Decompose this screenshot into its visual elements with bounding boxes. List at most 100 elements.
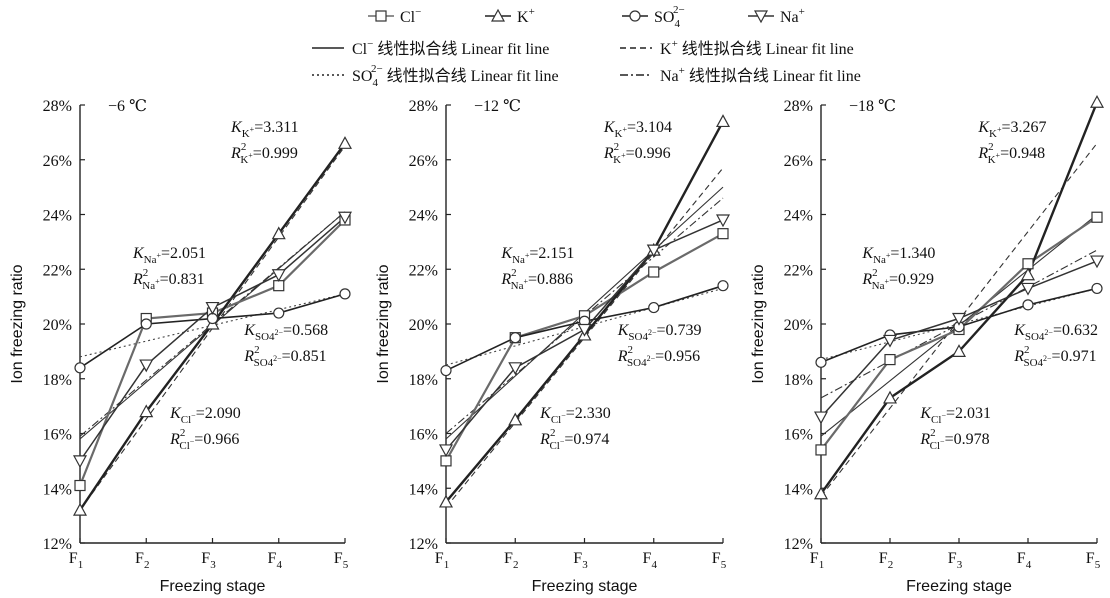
data-point-k: [813, 486, 829, 500]
legend-marker-k: K+: [485, 6, 535, 26]
y-tick-label: 16%: [409, 427, 438, 444]
annotation-k-cl: KCl−=2.330: [539, 405, 611, 426]
panel-2: 12% 14% 16% 18% 20% 22% 24% 26% 28% F1 F2 F3 F4 F5 Fre…: [375, 98, 731, 595]
x-tick-label: F5: [712, 550, 727, 571]
annotation-r2-k: R2 K+=0.996: [603, 141, 671, 166]
panel-label: −12 ℃: [474, 98, 521, 115]
y-tick-label: 16%: [43, 427, 72, 444]
legend-label-so4: SO42−: [654, 4, 685, 30]
data-point-cl: [1091, 211, 1103, 223]
x-tick-label: F4: [268, 550, 283, 571]
annotation-k-k: KK+=3.104: [603, 119, 672, 140]
legend-fit-so4: SO42− 线性拟合线 Linear fit line: [312, 63, 559, 89]
data-point-na: [205, 301, 220, 315]
panel-label: −6 ℃: [108, 98, 147, 115]
panel-label: −18 ℃: [849, 98, 896, 115]
legend-fit-label-cl: Cl− 线性拟合线 Linear fit line: [352, 38, 549, 58]
data-point-cl: [648, 266, 660, 278]
y-tick-label: 28%: [784, 98, 813, 115]
data-point-so4: [140, 318, 152, 330]
data-point-so4: [1091, 282, 1103, 295]
annotation-r2-cl: R2 Cl−=0.978: [919, 427, 989, 452]
y-axis-label: Ion freezing ratio: [750, 264, 767, 383]
y-tick-label: 12%: [43, 536, 72, 553]
data-point-so4: [509, 332, 521, 344]
data-point-cl: [74, 479, 86, 492]
panel-1: 12% 14% 16% 18% 20% 22% 24% 26% 28% F1 F2 F3 F4 F5 Fre…: [9, 98, 353, 595]
data-point-so4: [1022, 299, 1034, 311]
y-tick-label: 18%: [409, 372, 438, 389]
data-point-cl: [1022, 258, 1034, 270]
legend-fit-label-so4: SO42− 线性拟合线 Linear fit line: [352, 63, 559, 89]
legend-symbol-na: [753, 10, 769, 24]
y-tick-label: 18%: [784, 372, 813, 389]
x-tick-label: F2: [879, 550, 893, 571]
data-point-k: [951, 344, 967, 357]
data-point-na: [72, 455, 88, 469]
legend-label-na: Na+: [780, 6, 805, 26]
x-tick-label: F2: [135, 550, 149, 571]
data-point-cl: [884, 353, 896, 366]
y-tick-label: 20%: [409, 317, 438, 334]
y-tick-label: 14%: [43, 481, 72, 498]
y-tick-label: 18%: [43, 372, 72, 389]
y-axis-label: Ion freezing ratio: [375, 264, 392, 383]
annotation-k-so4: KSO42−=0.632: [1013, 322, 1098, 343]
legend-marker-cl: Cl−: [368, 6, 421, 26]
data-point-na: [646, 244, 661, 258]
x-tick-label: F3: [573, 550, 588, 571]
annotation-r2-cl: R2 Cl−=0.974: [539, 427, 609, 452]
y-tick-label: 14%: [409, 481, 438, 498]
legend-fit-k: K+ 线性拟合线 Linear fit line: [620, 38, 854, 58]
data-point-na: [337, 211, 353, 225]
data-point-cl: [717, 228, 729, 240]
annotation-k-na: KNa+=2.051: [132, 245, 206, 266]
data-point-so4: [815, 356, 827, 368]
data-point-na: [813, 411, 829, 425]
data-point-k: [1020, 267, 1036, 281]
data-point-na: [508, 362, 523, 376]
annotation-r2-na: R2 Na+=0.886: [500, 267, 573, 292]
annotation-r2-k: R2 K+=0.948: [977, 141, 1045, 166]
y-tick-label: 20%: [43, 317, 72, 334]
data-point-so4: [273, 307, 285, 319]
x-tick-label: F3: [948, 550, 963, 571]
data-point-na: [951, 312, 967, 326]
y-tick-label: 12%: [409, 536, 438, 553]
annotation-r2-so4: R2 SO42−=0.851: [243, 344, 326, 369]
y-tick-label: 24%: [784, 208, 813, 225]
annotation-k-na: KNa+=2.151: [500, 245, 574, 266]
data-point-na: [577, 323, 592, 337]
annotation-k-k: KK+=3.311: [230, 119, 299, 140]
y-tick-label: 24%: [409, 208, 438, 225]
legend-fit-label-k: K+ 线性拟合线 Linear fit line: [660, 38, 854, 58]
x-tick-label: F3: [201, 550, 216, 571]
data-point-so4: [74, 362, 86, 374]
data-point-k: [72, 502, 88, 516]
y-tick-label: 26%: [784, 153, 813, 170]
data-point-so4: [440, 364, 452, 377]
y-tick-label: 14%: [784, 481, 813, 498]
panel-3: 12% 14% 16% 18% 20% 22% 24% 26% 28% F1 F2 F3 F4 F5 Fre…: [750, 95, 1105, 595]
data-point-k: [508, 412, 523, 426]
data-point-cl: [815, 444, 827, 456]
data-point-na: [271, 269, 286, 282]
data-point-so4: [717, 280, 729, 292]
data-point-k: [715, 114, 731, 128]
legend-marker-so4: SO42−: [622, 4, 685, 30]
annotation-k-so4: KSO42−=0.568: [243, 322, 328, 343]
annotation-r2-cl: R2 Cl−=0.966: [169, 427, 239, 452]
y-tick-label: 20%: [784, 317, 813, 334]
x-tick-label: F4: [643, 550, 658, 571]
y-tick-label: 22%: [784, 262, 813, 279]
annotation-r2-so4: R2 SO42−=0.956: [617, 344, 700, 369]
x-tick-label: F2: [504, 550, 518, 571]
fit-line-k: [445, 167, 724, 508]
data-point-na: [438, 444, 454, 458]
data-point-cl: [273, 280, 285, 292]
data-point-na: [715, 214, 731, 228]
y-tick-label: 26%: [43, 153, 72, 170]
y-tick-label: 26%: [409, 153, 438, 170]
x-axis-label: Freezing stage: [906, 578, 1012, 595]
